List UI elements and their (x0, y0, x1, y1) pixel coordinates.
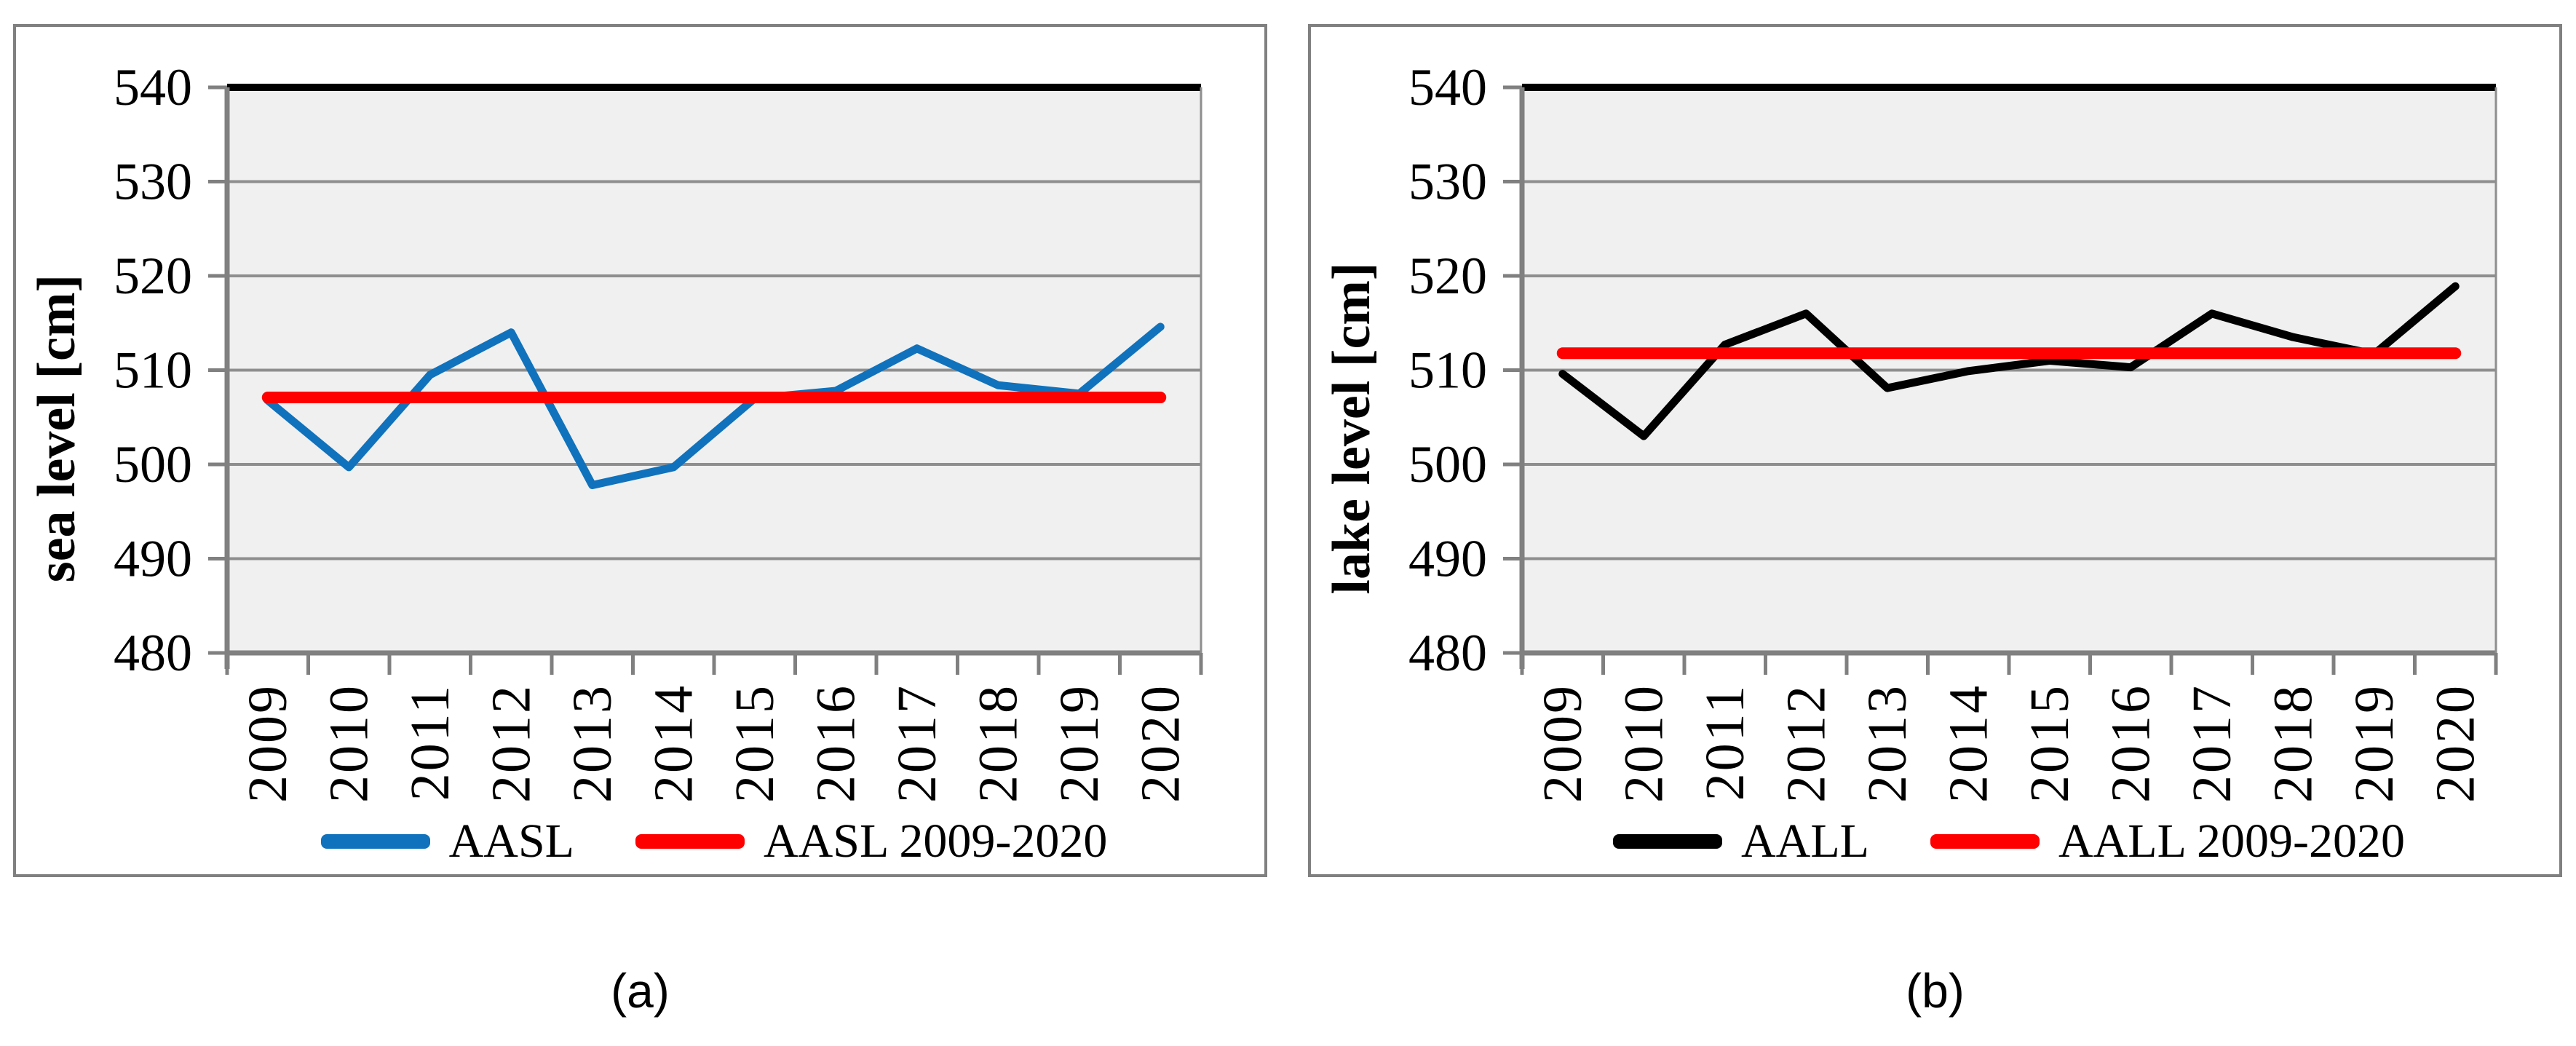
legend-item: AASL (320, 815, 574, 868)
panel-column-a: 480 490 500 510 520 530 540 2009 2010 2011 2012 201… (13, 24, 1267, 1046)
line-chart-a: 480 490 500 510 520 530 540 2009 2010 2011 2012 201… (27, 58, 1203, 803)
x-tick-label: 2020 (2425, 684, 2486, 803)
y-tick-label: 510 (114, 341, 192, 400)
y-tick-label: 530 (1408, 153, 1487, 211)
x-tick-label: 2013 (1857, 684, 1918, 803)
x-tick-label: 2020 (1130, 684, 1191, 803)
y-tick-label: 520 (1408, 247, 1487, 305)
x-tick-label: 2011 (1695, 684, 1756, 801)
legend-label: AASL (448, 815, 574, 868)
y-tick-label: 520 (114, 247, 192, 305)
x-tick-label: 2011 (400, 684, 461, 801)
y-tick-label: 540 (1408, 58, 1487, 116)
x-tick-label: 2009 (1532, 684, 1593, 803)
caption-a: (a) (611, 964, 670, 1018)
y-tick-label: 490 (1408, 530, 1487, 588)
legend-item: AALL 2009-2020 (1930, 817, 2405, 865)
y-tick-label: 530 (114, 153, 192, 211)
y-axis-title: lake level [cm] (1322, 262, 1382, 594)
x-tick-label: 2015 (724, 684, 785, 803)
series-line-aasl (263, 322, 1165, 489)
y-tick-label: 510 (1408, 341, 1487, 400)
legend-label: AASL 2009-2020 (763, 815, 1108, 868)
y-tick-label: 500 (114, 435, 192, 494)
legend-a: AASL AASL 2009-2020 (227, 813, 1201, 870)
x-tick-label: 2016 (2100, 684, 2161, 803)
panel-a: 480 490 500 510 520 530 540 2009 2010 2011 2012 201… (13, 24, 1267, 877)
legend-line-sample (1930, 834, 2040, 849)
x-tick-label: 2018 (2262, 684, 2323, 803)
x-tick-label: 2010 (318, 684, 379, 803)
legend-item: AALL (1613, 817, 1869, 865)
panel-column-b: 480 490 500 510 520 530 540 2009 2010 2011 2012 201… (1308, 24, 2562, 1046)
x-tick-label: 2017 (887, 684, 948, 803)
legend-label: AALL (1741, 815, 1869, 868)
y-tick-label: 490 (114, 530, 192, 588)
x-tick-label: 2012 (480, 684, 542, 803)
legend-line-sample (635, 834, 745, 849)
y-axis-title: sea level [cm] (27, 274, 87, 582)
legend-item: AASL 2009-2020 (635, 817, 1107, 865)
x-tick-label: 2009 (237, 684, 298, 803)
y-tick-label: 480 (1408, 624, 1487, 682)
legend-line-sample (1613, 834, 1723, 849)
x-tick-label: 2012 (1775, 684, 1836, 803)
series-line-aall (1558, 282, 2460, 440)
x-tick-label: 2017 (2181, 684, 2243, 803)
legend-line-sample (320, 834, 430, 849)
caption-b: (b) (1906, 964, 1965, 1018)
x-tick-label: 2018 (967, 684, 1029, 803)
y-tick-label: 540 (114, 58, 192, 116)
panel-b: 480 490 500 510 520 530 540 2009 2010 2011 2012 201… (1308, 24, 2562, 877)
x-tick-label: 2010 (1613, 684, 1674, 803)
y-tick-label: 480 (114, 624, 192, 682)
legend-label: AALL 2009-2020 (2058, 815, 2405, 868)
y-tick-label: 500 (1408, 435, 1487, 494)
x-tick-label: 2016 (805, 684, 866, 803)
line-chart-b: 480 490 500 510 520 530 540 2009 2010 2011 2012 201… (1322, 58, 2498, 803)
x-tick-label: 2019 (2344, 684, 2405, 803)
legend-b: AALL AALL 2009-2020 (1522, 813, 2496, 870)
x-tick-label: 2014 (643, 684, 704, 803)
x-tick-label: 2013 (562, 684, 623, 803)
x-tick-label: 2015 (2019, 684, 2080, 803)
x-tick-label: 2014 (1938, 684, 1999, 803)
x-tick-label: 2019 (1049, 684, 1110, 803)
